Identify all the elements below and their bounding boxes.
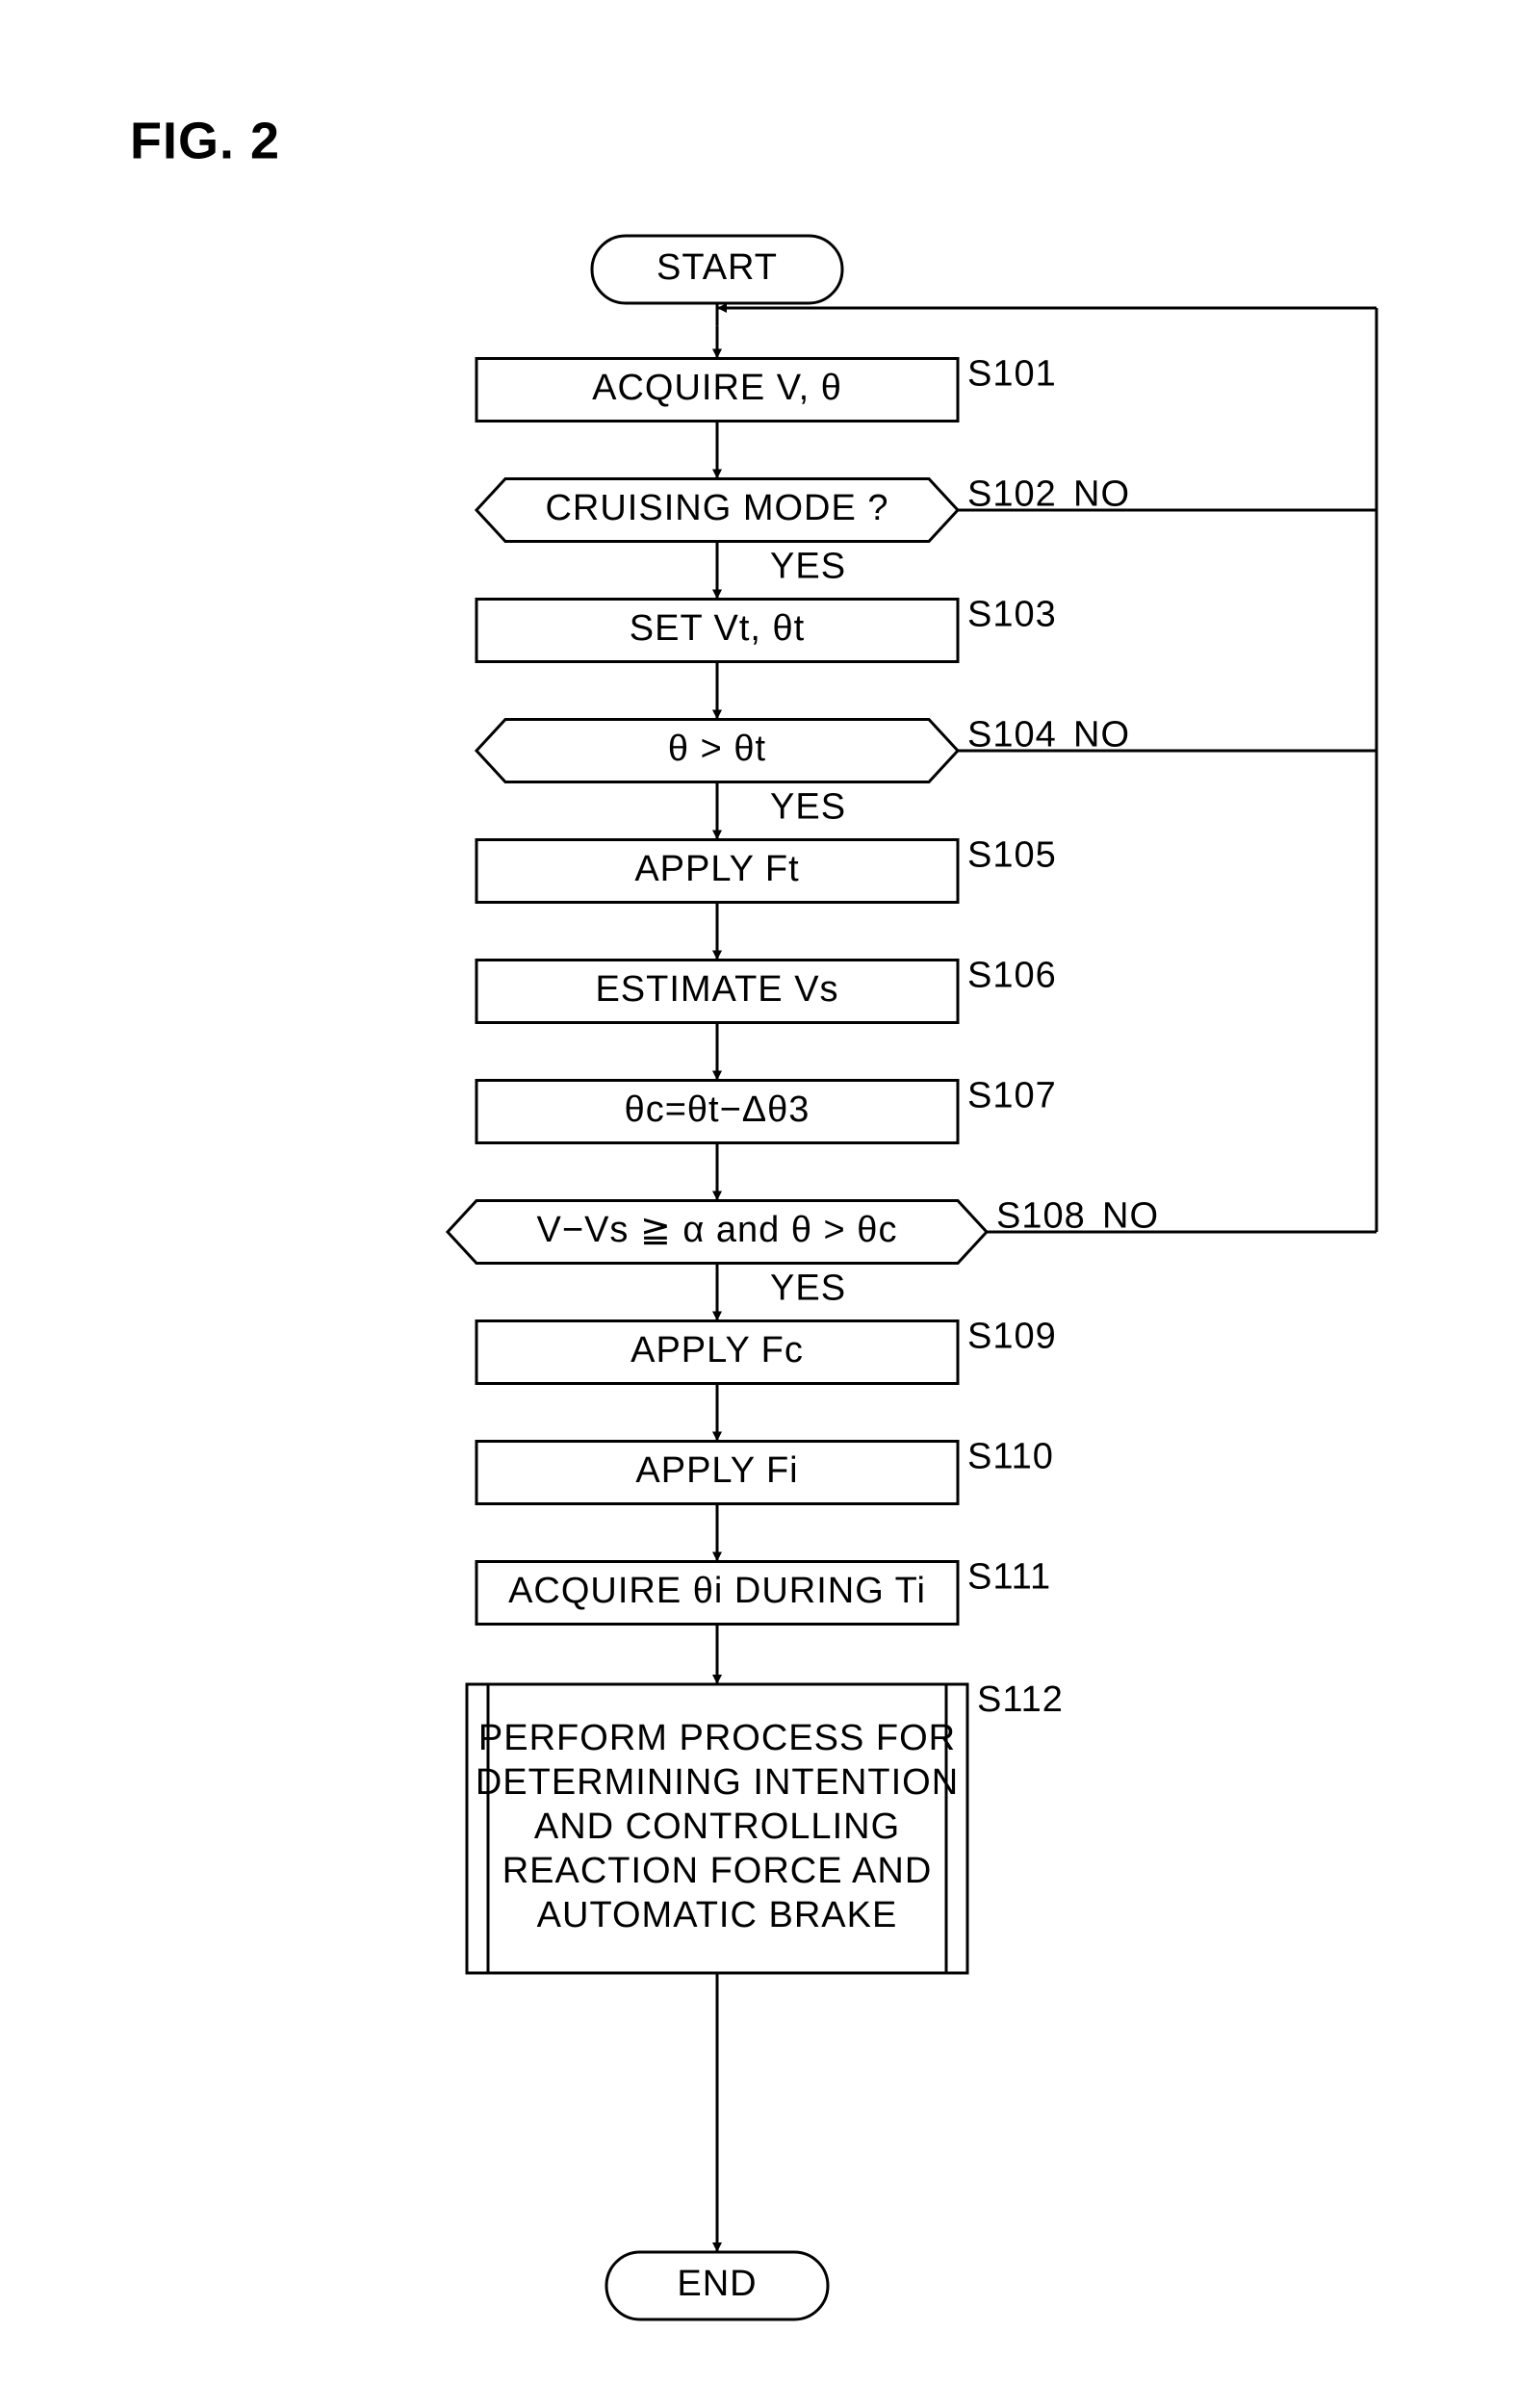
svg-text:YES: YES bbox=[770, 1268, 846, 1309]
step-label-S111: S111 bbox=[967, 1557, 1051, 1598]
svg-text:END: END bbox=[677, 2264, 757, 2304]
svg-text:CRUISING MODE ?: CRUISING MODE ? bbox=[545, 488, 888, 528]
svg-text:NO: NO bbox=[1073, 474, 1130, 515]
svg-text:NO: NO bbox=[1102, 1196, 1159, 1237]
step-label-S112: S112 bbox=[977, 1679, 1064, 1720]
svg-text:θ > θt: θ > θt bbox=[668, 729, 766, 769]
step-label-S109: S109 bbox=[967, 1317, 1057, 1357]
step-label-S102: S102 bbox=[967, 474, 1057, 515]
svg-text:AUTOMATIC BRAKE: AUTOMATIC BRAKE bbox=[537, 1895, 898, 1935]
step-label-S106: S106 bbox=[967, 956, 1057, 996]
svg-text:APPLY Fc: APPLY Fc bbox=[630, 1330, 804, 1371]
svg-text:DETERMINING INTENTION: DETERMINING INTENTION bbox=[476, 1762, 959, 1803]
step-label-S104: S104 bbox=[967, 715, 1057, 756]
svg-text:AND CONTROLLING: AND CONTROLLING bbox=[534, 1806, 900, 1847]
svg-text:SET Vt, θt: SET Vt, θt bbox=[630, 608, 805, 649]
step-label-S105: S105 bbox=[967, 835, 1057, 876]
svg-text:V−Vs ≧ α and θ > θc: V−Vs ≧ α and θ > θc bbox=[537, 1210, 898, 1250]
svg-text:REACTION FORCE AND: REACTION FORCE AND bbox=[502, 1851, 933, 1891]
step-label-S110: S110 bbox=[967, 1437, 1054, 1477]
svg-text:APPLY Fi: APPLY Fi bbox=[635, 1450, 798, 1491]
figure-label: FIG. 2 bbox=[130, 112, 280, 169]
step-label-S103: S103 bbox=[967, 595, 1057, 635]
flowchart-canvas: FIG. 2 START ACQUIRE V, θ S101 CRUISING MODE… bbox=[0, 0, 1518, 2408]
svg-text:YES: YES bbox=[770, 547, 846, 587]
svg-text:ACQUIRE θi DURING Ti: ACQUIRE θi DURING Ti bbox=[508, 1571, 926, 1611]
step-label-S108: S108 bbox=[996, 1196, 1086, 1237]
step-label-S107: S107 bbox=[967, 1076, 1057, 1116]
svg-text:ESTIMATE Vs: ESTIMATE Vs bbox=[595, 969, 838, 1010]
svg-text:NO: NO bbox=[1073, 715, 1130, 756]
step-label-S101: S101 bbox=[967, 354, 1057, 395]
svg-text:START: START bbox=[656, 247, 778, 288]
svg-text:YES: YES bbox=[770, 787, 846, 828]
svg-text:θc=θt−Δθ3: θc=θt−Δθ3 bbox=[625, 1089, 810, 1130]
svg-text:APPLY Ft: APPLY Ft bbox=[634, 849, 799, 889]
svg-text:PERFORM PROCESS FOR: PERFORM PROCESS FOR bbox=[478, 1718, 956, 1758]
svg-text:ACQUIRE V, θ: ACQUIRE V, θ bbox=[592, 368, 842, 408]
